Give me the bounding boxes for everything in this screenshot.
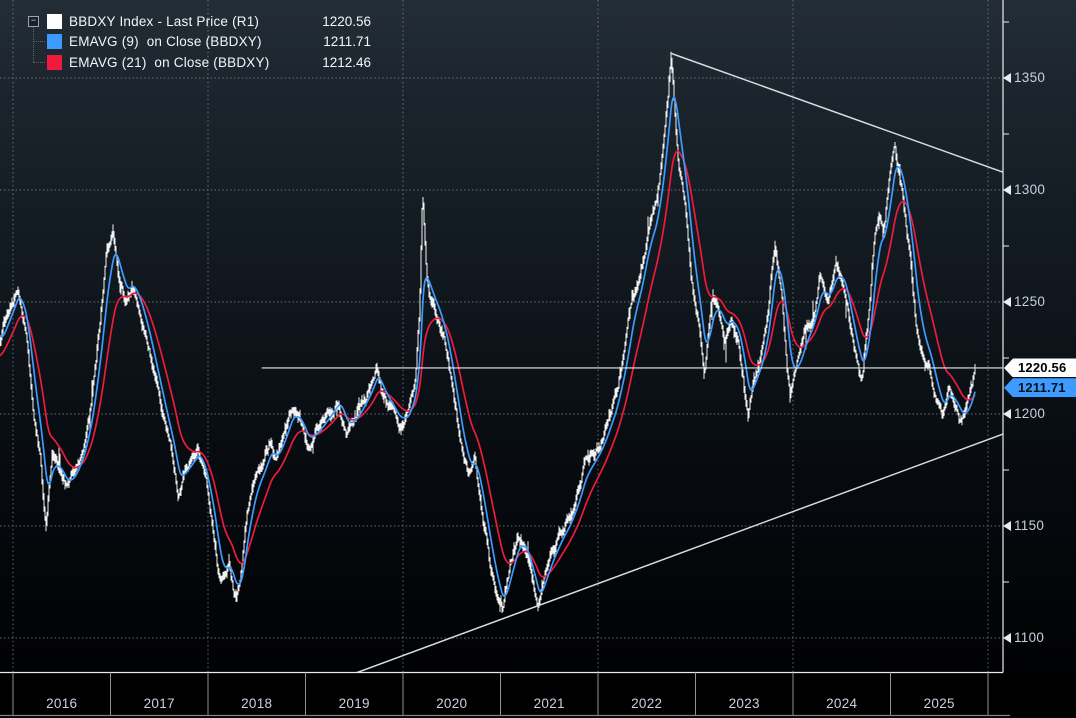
trendline-ascending-support: [354, 433, 1003, 673]
price-series-bars: [0, 51, 976, 613]
legend-label: EMAVG (21) on Close (BBDXY): [69, 54, 270, 70]
y-axis-tick-label: 1100: [1014, 630, 1045, 645]
legend-swatch-ema21: [47, 54, 62, 70]
chart-legend: − BBDXY Index - Last Price (R1) 1220.56 …: [28, 11, 371, 73]
legend-item-emavg21[interactable]: EMAVG (21) on Close (BBDXY) 1212.46: [28, 52, 371, 73]
y-axis-tick-arrow: [1003, 73, 1011, 83]
ema21-line: [0, 150, 976, 578]
y-axis-tick-arrow: [1003, 409, 1011, 419]
legend-label: EMAVG (9) on Close (BBDXY): [69, 34, 262, 50]
y-axis-tick-label: 1350: [1014, 70, 1046, 85]
legend-label: BBDXY Index - Last Price (R1): [69, 13, 260, 29]
last-price-tag-value: 1220.56: [1018, 360, 1067, 376]
last-price-tag: 1220.56: [1004, 358, 1076, 378]
y-axis-tick-arrow: [1003, 297, 1011, 307]
legend-item-last-price[interactable]: − BBDXY Index - Last Price (R1) 1220.56: [28, 11, 371, 32]
legend-value: 1211.71: [323, 34, 371, 50]
y-axis-tick-label: 1250: [1014, 294, 1046, 309]
grid: [0, 0, 1003, 673]
y-axis-tick-arrow: [1003, 633, 1011, 643]
y-axis-tick-label: 1200: [1014, 406, 1046, 421]
legend-item-emavg9[interactable]: EMAVG (9) on Close (BBDXY) 1211.71: [28, 32, 371, 53]
y-axis-tick-arrow: [1003, 521, 1011, 531]
legend-collapse-icon[interactable]: −: [28, 15, 39, 27]
legend-value: 1212.46: [322, 54, 371, 70]
legend-swatch-price: [47, 13, 62, 29]
x-axis-band-bg: [0, 672, 1076, 718]
y-axis-tick-label: 1150: [1014, 518, 1045, 533]
trendline-descending-resistance: [670, 52, 1003, 173]
legend-value: 1220.56: [322, 13, 371, 29]
y-axis-tick-label: 1300: [1014, 182, 1046, 197]
ema9-price-tag: 1211.71: [1004, 378, 1076, 398]
legend-swatch-ema9: [47, 34, 62, 50]
ema9-price-tag-value: 1211.71: [1018, 380, 1066, 396]
ema9-line: [0, 96, 976, 598]
y-axis-tick-arrow: [1003, 185, 1011, 195]
